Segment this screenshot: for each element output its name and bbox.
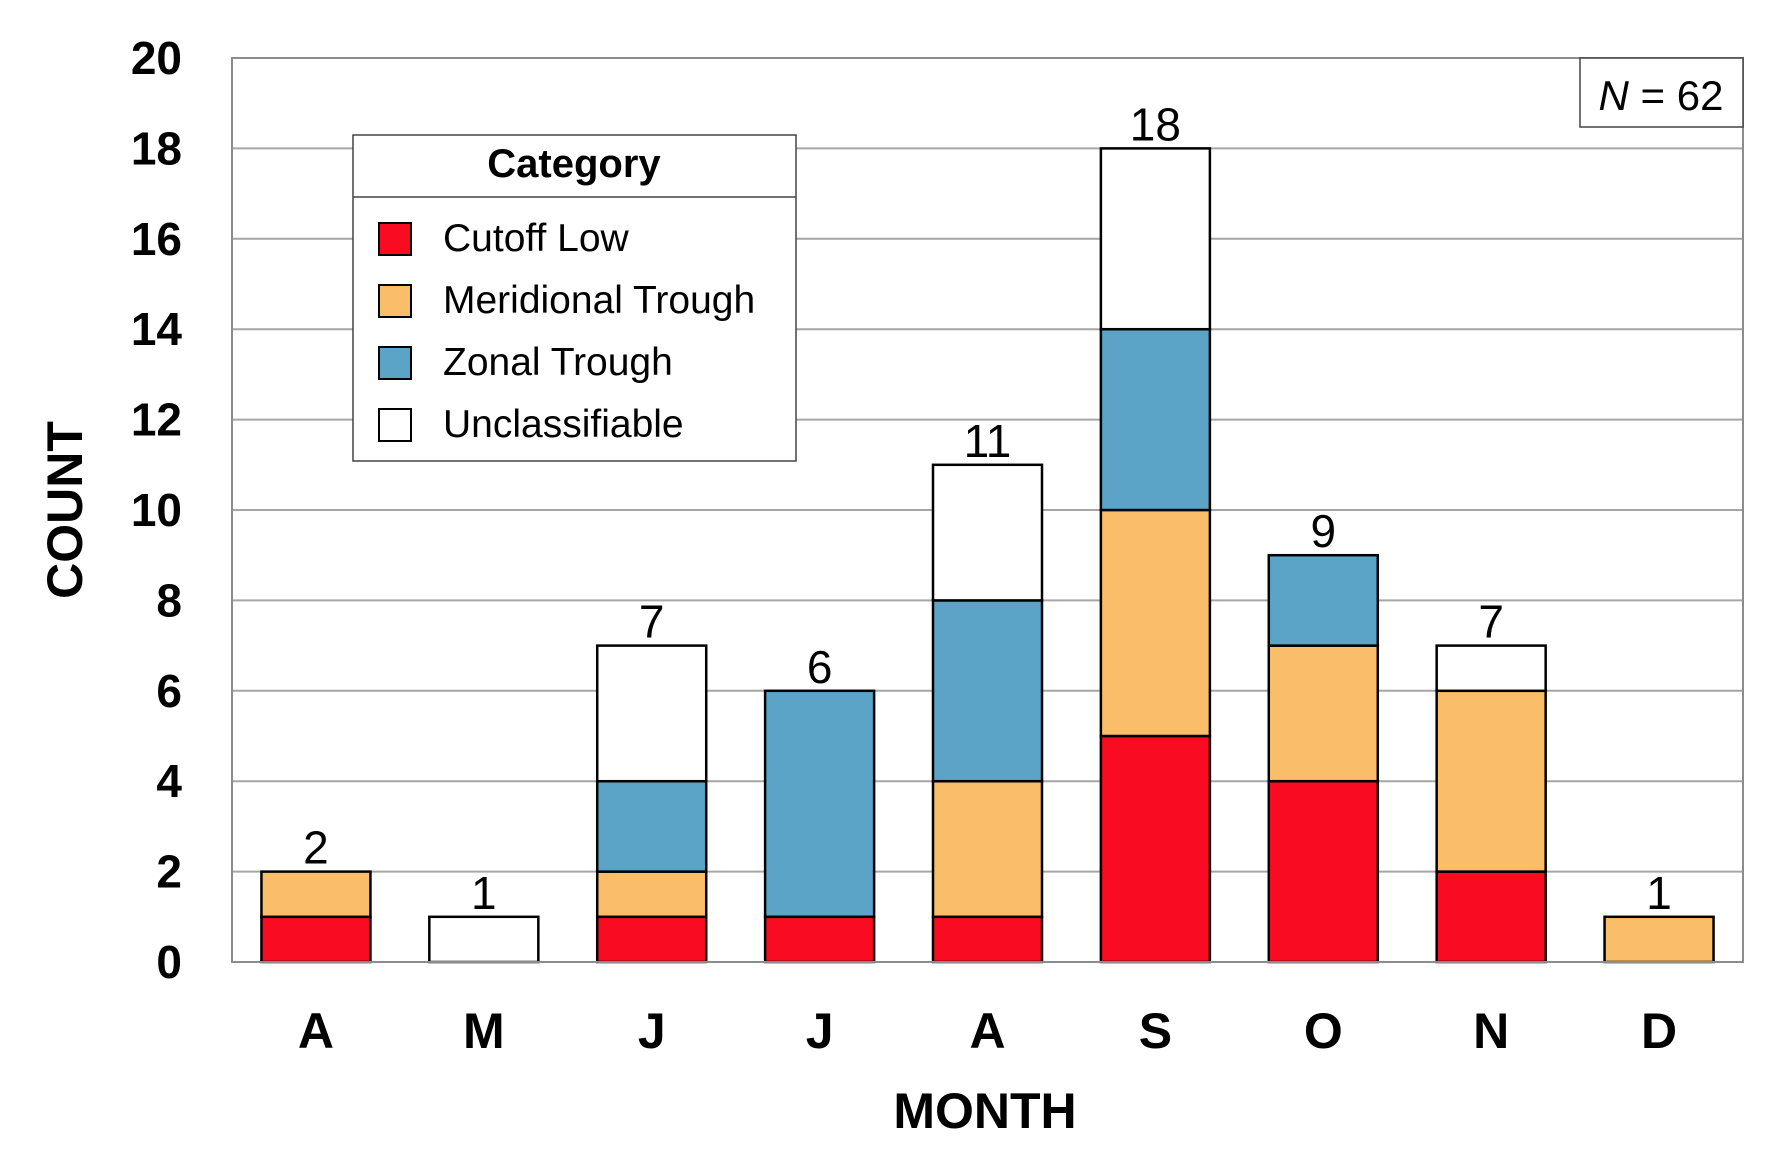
x-tick-label: J — [638, 1003, 666, 1059]
bar-segment-zonal-trough — [1099, 327, 1212, 512]
plot-frame — [231, 57, 1744, 963]
legend-item: Zonal Trough — [378, 341, 673, 384]
bar-segment-cutoff-low — [595, 915, 708, 964]
legend-label: Cutoff Low — [443, 217, 630, 260]
plot-border — [231, 57, 1744, 963]
bar-segment-zonal-trough — [763, 689, 876, 919]
bar-segment-unclassifiable — [1099, 147, 1212, 331]
bar-segment-meridional-trough — [1603, 915, 1715, 964]
y-tick-label: 4 — [156, 755, 182, 807]
bar-segment-cutoff-low — [931, 915, 1044, 964]
bar-segment-meridional-trough — [1099, 508, 1212, 738]
bar-total-label: 2 — [303, 822, 329, 874]
sample-size-text: N = 62 — [1599, 72, 1724, 119]
y-tick-label: 0 — [156, 936, 182, 988]
bar-total-label: 9 — [1310, 505, 1336, 557]
bar-segment-cutoff-low — [260, 915, 372, 964]
bar-segment-cutoff-low — [1099, 734, 1212, 964]
legend-item: Unclassifiable — [378, 403, 684, 446]
x-axis-title: MONTH — [893, 1083, 1076, 1139]
y-tick-label: 2 — [156, 846, 182, 898]
y-tick-label: 20 — [131, 32, 182, 84]
y-tick-label: 14 — [131, 303, 183, 355]
x-tick-label: O — [1304, 1003, 1343, 1059]
bar-segment-unclassifiable — [931, 463, 1044, 602]
legend-swatch — [378, 222, 412, 256]
x-tick-label: N — [1473, 1003, 1509, 1059]
y-axis-ticks: 0 2 4 6 8 10 12 14 16 18 20 — [131, 32, 183, 988]
sample-size-value: = 62 — [1629, 72, 1724, 119]
x-tick-label: A — [298, 1003, 334, 1059]
bar-total-label: 18 — [1130, 98, 1181, 150]
legend-box — [352, 134, 797, 462]
bars — [260, 147, 1715, 964]
legend-item: Cutoff Low — [378, 217, 630, 260]
legend-swatch — [378, 346, 412, 380]
bar-segment-meridional-trough — [595, 870, 708, 919]
legend-items: Cutoff Low Meridional Trough Zonal Trough U… — [378, 217, 755, 446]
bar-segment-unclassifiable — [1435, 644, 1547, 693]
sample-size-annotation: N = 62 — [1579, 57, 1744, 128]
legend-label: Unclassifiable — [443, 403, 684, 446]
y-tick-label: 12 — [131, 394, 182, 446]
y-tick-label: 10 — [131, 484, 182, 536]
bar-segment-cutoff-low — [1267, 779, 1380, 964]
bar-total-label: 7 — [1478, 596, 1504, 648]
bar-segment-zonal-trough — [931, 599, 1044, 783]
legend-swatch — [378, 284, 412, 318]
bar-total-label: 11 — [964, 415, 1012, 467]
bar-segment-cutoff-low — [1435, 870, 1547, 964]
x-tick-label: J — [806, 1003, 834, 1059]
y-tick-label: 8 — [156, 574, 182, 626]
sample-size-box — [1579, 57, 1744, 128]
y-tick-label: 6 — [156, 665, 182, 717]
bar-total-label: 1 — [1646, 867, 1672, 919]
legend: Category Cutoff Low Meridional Trough Zona… — [352, 134, 797, 462]
y-axis-title: COUNT — [37, 421, 93, 599]
bar-segment-unclassifiable — [595, 644, 708, 783]
legend-item: Meridional Trough — [378, 279, 755, 322]
bar-segment-unclassifiable — [428, 915, 540, 964]
bar-segment-meridional-trough — [260, 870, 372, 919]
y-tick-label: 16 — [131, 213, 182, 265]
legend-swatch — [378, 408, 412, 442]
bar-segment-zonal-trough — [595, 779, 708, 873]
sample-size-symbol: N — [1599, 72, 1630, 119]
bar-total-label: 7 — [639, 596, 665, 648]
legend-label: Zonal Trough — [443, 341, 673, 384]
bar-segment-cutoff-low — [763, 915, 876, 964]
bar-segment-meridional-trough — [1435, 689, 1547, 873]
legend-title: Category — [487, 142, 661, 186]
legend-label: Meridional Trough — [443, 279, 755, 322]
bar-total-label: 6 — [807, 641, 833, 693]
bar-segment-meridional-trough — [931, 779, 1044, 919]
x-tick-label: A — [969, 1003, 1005, 1059]
bar-total-label: 1 — [471, 867, 497, 919]
x-tick-label: S — [1139, 1003, 1172, 1059]
y-tick-label: 18 — [131, 122, 182, 174]
x-tick-label: M — [463, 1003, 505, 1059]
bar-segment-meridional-trough — [1267, 644, 1380, 783]
bar-total-labels: 2 1 7 6 11 18 9 7 1 — [303, 98, 1672, 918]
x-tick-label: D — [1641, 1003, 1677, 1059]
bar-segment-zonal-trough — [1267, 553, 1380, 647]
